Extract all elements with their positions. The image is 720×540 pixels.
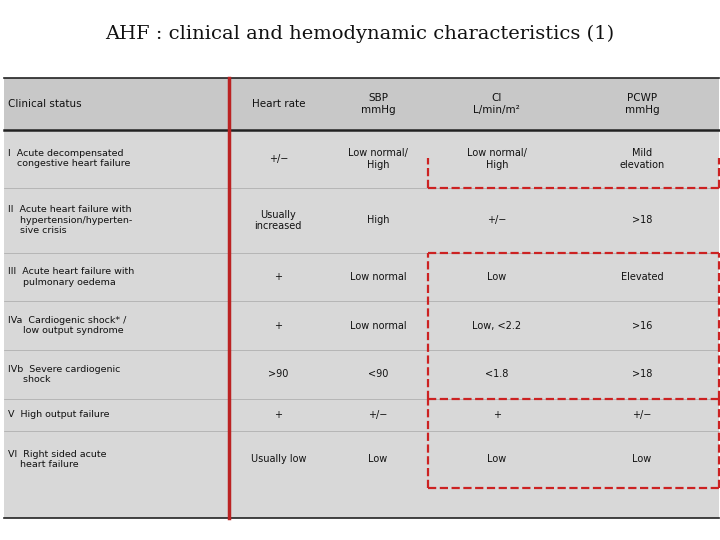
Text: Elevated: Elevated — [621, 272, 663, 282]
Text: Heart rate: Heart rate — [251, 99, 305, 109]
Text: Low, <2.2: Low, <2.2 — [472, 321, 521, 330]
Text: Usually
increased: Usually increased — [255, 210, 302, 231]
Text: PCWP
mmHg: PCWP mmHg — [624, 93, 660, 115]
Text: <90: <90 — [368, 369, 388, 379]
Text: CI
L/min/m²: CI L/min/m² — [474, 93, 520, 115]
Text: Low: Low — [632, 454, 652, 464]
Text: Low normal: Low normal — [350, 272, 406, 282]
Text: +/−: +/− — [632, 410, 652, 420]
Text: >18: >18 — [631, 369, 652, 379]
Text: IVa  Cardiogenic shock* /
     low output syndrome: IVa Cardiogenic shock* / low output synd… — [8, 316, 126, 335]
Text: IVb  Severe cardiogenic
     shock: IVb Severe cardiogenic shock — [8, 364, 120, 384]
Text: High: High — [366, 215, 390, 225]
Text: >16: >16 — [631, 321, 652, 330]
Text: AHF : clinical and hemodynamic characteristics (1): AHF : clinical and hemodynamic character… — [105, 24, 615, 43]
Text: >90: >90 — [268, 369, 289, 379]
Text: III  Acute heart failure with
     pulmonary oedema: III Acute heart failure with pulmonary o… — [8, 267, 134, 287]
Text: +: + — [274, 321, 282, 330]
Text: Usually low: Usually low — [251, 454, 306, 464]
Text: SBP
mmHg: SBP mmHg — [361, 93, 395, 115]
Text: +: + — [274, 272, 282, 282]
Text: +: + — [492, 410, 501, 420]
Text: Low normal/
High: Low normal/ High — [467, 148, 527, 170]
Text: >18: >18 — [631, 215, 652, 225]
Text: I  Acute decompensated
   congestive heart failure: I Acute decompensated congestive heart f… — [8, 149, 130, 168]
Text: Low: Low — [487, 454, 506, 464]
Text: +/−: +/− — [269, 154, 288, 164]
Bar — [4, 78, 719, 130]
Text: II  Acute heart failure with
    hypertension/hyperten-
    sive crisis: II Acute heart failure with hypertension… — [8, 205, 132, 235]
Text: +/−: +/− — [369, 410, 387, 420]
Text: Mild
elevation: Mild elevation — [619, 148, 665, 170]
Text: Low normal/
High: Low normal/ High — [348, 148, 408, 170]
Text: <1.8: <1.8 — [485, 369, 508, 379]
Text: +: + — [274, 410, 282, 420]
Text: VI  Right sided acute
    heart failure: VI Right sided acute heart failure — [8, 450, 107, 469]
Text: Low normal: Low normal — [350, 321, 406, 330]
Text: +/−: +/− — [487, 215, 506, 225]
Text: V  High output failure: V High output failure — [8, 410, 109, 419]
Text: Low: Low — [487, 272, 506, 282]
Text: Clinical status: Clinical status — [8, 99, 81, 109]
Text: Low: Low — [369, 454, 387, 464]
Bar — [4, 78, 719, 518]
